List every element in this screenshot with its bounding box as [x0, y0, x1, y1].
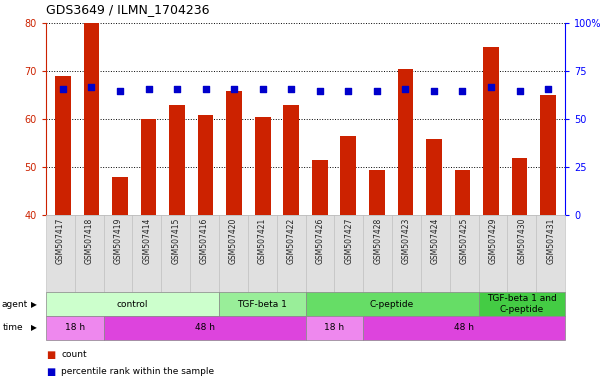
- Text: 48 h: 48 h: [194, 323, 214, 333]
- Bar: [540, 95, 556, 215]
- Text: GSM507422: GSM507422: [287, 217, 296, 263]
- Bar: [312, 160, 327, 215]
- Text: GSM507427: GSM507427: [344, 217, 353, 264]
- Point: [543, 86, 553, 92]
- Point: [429, 88, 439, 94]
- Point: [343, 88, 353, 94]
- Point: [486, 84, 496, 90]
- Point: [201, 86, 211, 92]
- Bar: [340, 136, 356, 215]
- Text: GSM507421: GSM507421: [258, 217, 267, 263]
- Bar: [511, 158, 527, 215]
- Point: [115, 88, 125, 94]
- Text: count: count: [61, 350, 87, 359]
- Bar: [398, 69, 413, 215]
- Point: [315, 88, 324, 94]
- Text: ▶: ▶: [31, 323, 37, 333]
- Text: TGF-beta 1 and
C-peptide: TGF-beta 1 and C-peptide: [487, 295, 557, 314]
- Text: GSM507423: GSM507423: [402, 217, 411, 264]
- Bar: [369, 170, 385, 215]
- Bar: [169, 105, 185, 215]
- Point: [229, 86, 239, 92]
- Text: control: control: [117, 300, 148, 309]
- Text: GSM507426: GSM507426: [315, 217, 324, 264]
- Point: [87, 84, 97, 90]
- Point: [458, 88, 467, 94]
- Bar: [284, 105, 299, 215]
- Text: ■: ■: [46, 349, 55, 360]
- Text: 18 h: 18 h: [324, 323, 345, 333]
- Bar: [141, 119, 156, 215]
- Point: [58, 86, 68, 92]
- Point: [258, 86, 268, 92]
- Text: percentile rank within the sample: percentile rank within the sample: [61, 367, 214, 376]
- Text: GSM507418: GSM507418: [84, 217, 93, 263]
- Text: GSM507419: GSM507419: [114, 217, 122, 264]
- Bar: [55, 76, 71, 215]
- Point: [400, 86, 410, 92]
- Point: [144, 86, 153, 92]
- Bar: [455, 170, 470, 215]
- Bar: [198, 115, 213, 215]
- Bar: [112, 177, 128, 215]
- Text: GSM507416: GSM507416: [200, 217, 209, 264]
- Bar: [226, 91, 242, 215]
- Point: [514, 88, 524, 94]
- Text: GDS3649 / ILMN_1704236: GDS3649 / ILMN_1704236: [46, 3, 210, 16]
- Text: GSM507414: GSM507414: [142, 217, 152, 264]
- Bar: [483, 47, 499, 215]
- Text: GSM507430: GSM507430: [518, 217, 527, 264]
- Text: agent: agent: [1, 300, 27, 309]
- Text: ■: ■: [46, 366, 55, 377]
- Text: time: time: [2, 323, 23, 333]
- Point: [172, 86, 182, 92]
- Text: GSM507428: GSM507428: [373, 217, 382, 263]
- Text: C-peptide: C-peptide: [370, 300, 414, 309]
- Text: GSM507429: GSM507429: [489, 217, 497, 264]
- Bar: [255, 117, 271, 215]
- Text: GSM507417: GSM507417: [56, 217, 65, 264]
- Text: GSM507415: GSM507415: [171, 217, 180, 264]
- Point: [287, 86, 296, 92]
- Text: GSM507431: GSM507431: [546, 217, 555, 264]
- Text: GSM507420: GSM507420: [229, 217, 238, 264]
- Point: [372, 88, 382, 94]
- Text: ▶: ▶: [31, 300, 37, 309]
- Text: 48 h: 48 h: [454, 323, 474, 333]
- Bar: [426, 139, 442, 215]
- Text: TGF-beta 1: TGF-beta 1: [237, 300, 287, 309]
- Text: 18 h: 18 h: [65, 323, 85, 333]
- Text: GSM507425: GSM507425: [459, 217, 469, 264]
- Text: GSM507424: GSM507424: [431, 217, 440, 264]
- Bar: [84, 23, 100, 215]
